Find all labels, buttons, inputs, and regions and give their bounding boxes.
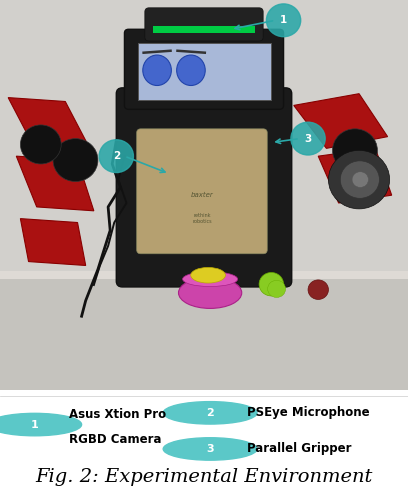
Text: Fig. 2: Experimental Environment: Fig. 2: Experimental Environment: [35, 468, 373, 486]
Text: baxter: baxter: [191, 192, 213, 198]
Text: 1: 1: [280, 15, 287, 25]
Text: 2: 2: [113, 151, 120, 161]
Bar: [0, 273, 408, 390]
Text: 3: 3: [206, 444, 214, 454]
Bar: [153, 26, 255, 33]
Circle shape: [163, 438, 257, 460]
Bar: [0, 270, 408, 279]
Circle shape: [268, 280, 286, 298]
Ellipse shape: [143, 55, 171, 85]
Circle shape: [352, 172, 368, 187]
Circle shape: [163, 402, 257, 424]
Circle shape: [259, 272, 284, 296]
Ellipse shape: [177, 55, 205, 85]
FancyBboxPatch shape: [124, 29, 284, 109]
Polygon shape: [8, 98, 90, 148]
Circle shape: [0, 413, 82, 436]
Text: RGBD Camera: RGBD Camera: [69, 433, 162, 446]
FancyBboxPatch shape: [137, 129, 267, 254]
Polygon shape: [318, 148, 392, 203]
Ellipse shape: [179, 277, 242, 308]
Circle shape: [340, 161, 379, 198]
Circle shape: [333, 129, 377, 172]
Polygon shape: [16, 156, 94, 211]
Circle shape: [99, 140, 133, 173]
Circle shape: [328, 150, 390, 209]
Text: 1: 1: [31, 420, 38, 429]
Polygon shape: [20, 219, 86, 265]
Circle shape: [266, 4, 301, 37]
Ellipse shape: [191, 267, 225, 283]
FancyBboxPatch shape: [145, 8, 263, 41]
Text: PSEye Microphone: PSEye Microphone: [247, 407, 370, 419]
Text: 2: 2: [206, 408, 214, 418]
Circle shape: [53, 139, 98, 182]
Ellipse shape: [183, 272, 237, 286]
Text: Asus Xtion Pro: Asus Xtion Pro: [69, 408, 166, 421]
Polygon shape: [294, 94, 388, 148]
Circle shape: [291, 122, 325, 155]
Text: Parallel Gripper: Parallel Gripper: [247, 443, 351, 455]
Bar: [0, 0, 408, 281]
Text: 3: 3: [304, 134, 312, 143]
Text: rethink
robotics: rethink robotics: [192, 213, 212, 224]
Circle shape: [20, 125, 61, 164]
FancyBboxPatch shape: [116, 88, 292, 287]
Bar: [138, 43, 271, 100]
Circle shape: [308, 280, 328, 300]
